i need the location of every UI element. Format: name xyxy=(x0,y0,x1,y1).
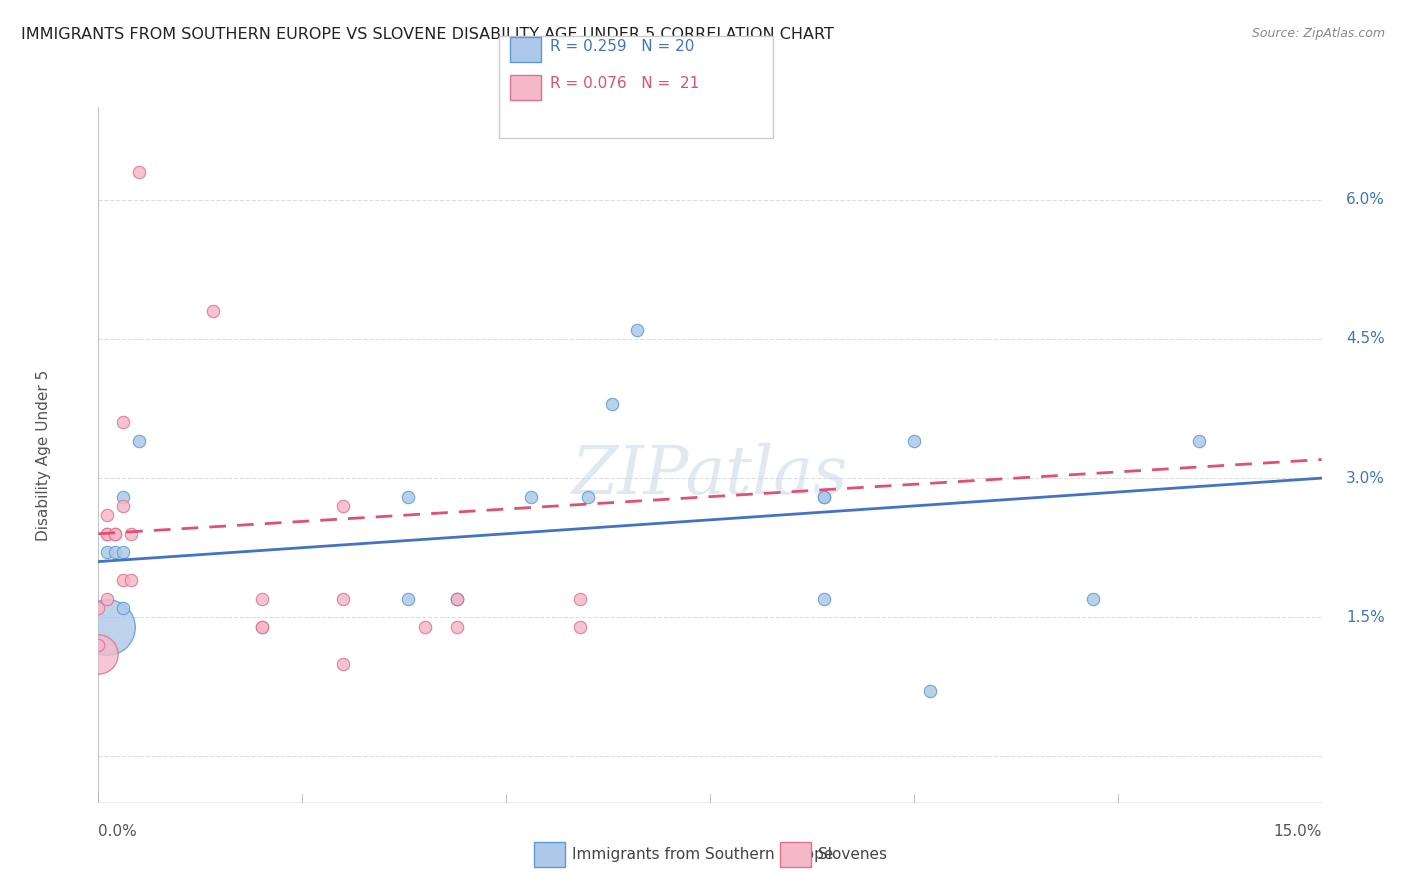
Text: 4.5%: 4.5% xyxy=(1346,332,1385,346)
Text: Immigrants from Southern Europe: Immigrants from Southern Europe xyxy=(572,847,834,862)
Point xyxy=(920,684,942,698)
Point xyxy=(87,638,110,652)
Point xyxy=(813,490,835,504)
Text: R = 0.076   N =  21: R = 0.076 N = 21 xyxy=(550,77,699,91)
Point xyxy=(87,601,110,615)
Point xyxy=(104,545,127,559)
Point xyxy=(111,490,134,504)
Point xyxy=(903,434,925,448)
Text: 3.0%: 3.0% xyxy=(1346,471,1385,485)
Text: 15.0%: 15.0% xyxy=(1274,824,1322,839)
Point xyxy=(111,545,134,559)
Point xyxy=(576,490,599,504)
Point xyxy=(111,499,134,513)
Point xyxy=(250,591,273,606)
Text: Slovenes: Slovenes xyxy=(818,847,887,862)
Point xyxy=(600,397,623,411)
Point xyxy=(96,508,118,523)
Point xyxy=(111,573,134,587)
Point xyxy=(120,526,142,541)
Point xyxy=(519,490,541,504)
Point xyxy=(128,165,150,179)
Text: R = 0.259   N = 20: R = 0.259 N = 20 xyxy=(550,39,695,54)
Text: IMMIGRANTS FROM SOUTHERN EUROPE VS SLOVENE DISABILITY AGE UNDER 5 CORRELATION CH: IMMIGRANTS FROM SOUTHERN EUROPE VS SLOVE… xyxy=(21,27,834,42)
Point xyxy=(568,591,591,606)
Point xyxy=(568,619,591,633)
Text: 1.5%: 1.5% xyxy=(1346,610,1385,624)
Point xyxy=(96,526,118,541)
Point xyxy=(104,526,127,541)
Point xyxy=(332,499,354,513)
Point xyxy=(96,591,118,606)
Point xyxy=(96,545,118,559)
Point xyxy=(1083,591,1105,606)
Point xyxy=(1188,434,1211,448)
Text: 6.0%: 6.0% xyxy=(1346,193,1385,207)
Point xyxy=(96,526,118,541)
Point xyxy=(813,591,835,606)
Point xyxy=(250,619,273,633)
Point xyxy=(250,619,273,633)
Point xyxy=(332,591,354,606)
Text: ZIPatlas: ZIPatlas xyxy=(572,443,848,508)
Point xyxy=(446,591,468,606)
Point xyxy=(128,434,150,448)
Text: Source: ZipAtlas.com: Source: ZipAtlas.com xyxy=(1251,27,1385,40)
Point xyxy=(104,526,127,541)
Point xyxy=(201,304,224,318)
Point xyxy=(396,490,419,504)
Text: 0.0%: 0.0% xyxy=(98,824,138,839)
Text: Disability Age Under 5: Disability Age Under 5 xyxy=(37,369,51,541)
Point xyxy=(120,573,142,587)
Point xyxy=(96,619,118,633)
Point xyxy=(396,591,419,606)
Point xyxy=(446,591,468,606)
Point xyxy=(813,490,835,504)
Point xyxy=(626,323,648,337)
Point xyxy=(446,591,468,606)
Point xyxy=(111,416,134,430)
Point xyxy=(111,601,134,615)
Point xyxy=(87,648,110,662)
Point xyxy=(413,619,436,633)
Point xyxy=(332,657,354,671)
Point xyxy=(446,619,468,633)
